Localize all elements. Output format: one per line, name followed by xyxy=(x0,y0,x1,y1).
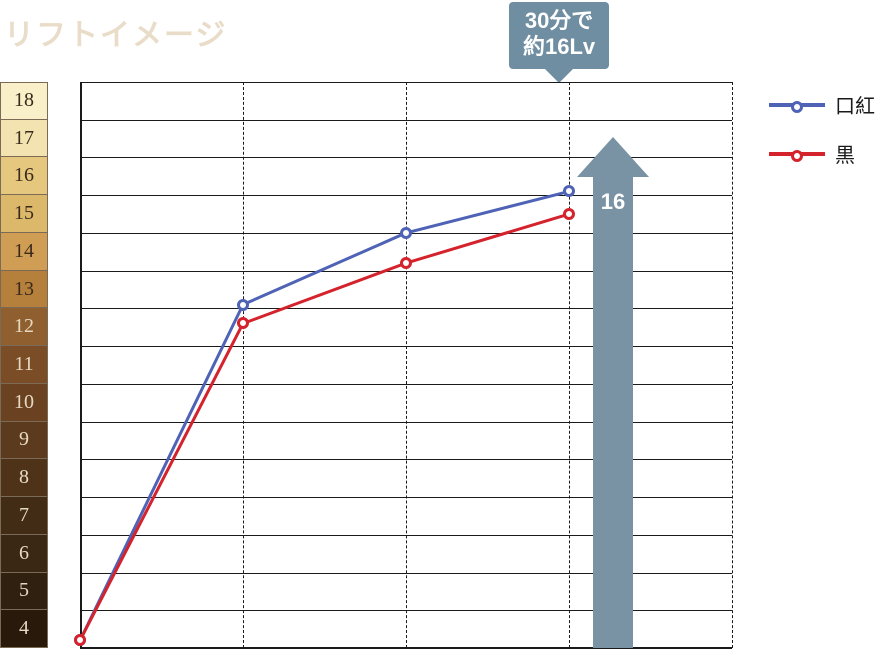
arrow-label: 16 xyxy=(601,189,625,215)
y-swatch: 15 xyxy=(0,195,48,233)
series-point xyxy=(237,317,249,329)
series-point xyxy=(74,634,86,646)
legend-label: 黒 xyxy=(835,139,855,168)
value-arrow: 16 xyxy=(593,137,633,648)
y-swatch: 13 xyxy=(0,271,48,309)
chart-title: リフトイメージ xyxy=(4,10,227,54)
legend-line-icon xyxy=(769,152,825,156)
y-swatch: 6 xyxy=(0,535,48,573)
gridline-v xyxy=(732,82,733,648)
series-point xyxy=(400,227,412,239)
legend-label: 口紅 xyxy=(835,90,875,119)
y-swatch: 17 xyxy=(0,120,48,158)
y-swatch: 5 xyxy=(0,573,48,611)
series-point xyxy=(563,185,575,197)
legend-line-icon xyxy=(769,103,825,107)
legend-item: 口紅 xyxy=(769,90,875,119)
y-swatch: 11 xyxy=(0,346,48,384)
callout-bubble: 30分で 約16Lv xyxy=(509,2,609,69)
legend-marker-icon xyxy=(791,101,803,113)
series-point xyxy=(400,257,412,269)
series-point xyxy=(563,208,575,220)
y-swatch: 10 xyxy=(0,384,48,422)
y-swatch: 4 xyxy=(0,610,48,648)
arrow-stem xyxy=(593,177,633,648)
series-line xyxy=(80,214,569,640)
legend-marker-icon xyxy=(791,150,803,162)
y-swatch: 7 xyxy=(0,497,48,535)
series-line xyxy=(80,191,569,640)
series-point xyxy=(237,299,249,311)
y-swatch: 18 xyxy=(0,82,48,120)
legend: 口紅黒 xyxy=(769,90,875,188)
callout-line2: 約16Lv xyxy=(523,34,595,60)
legend-item: 黒 xyxy=(769,139,875,168)
y-swatch: 14 xyxy=(0,233,48,271)
callout-line1: 30分で xyxy=(523,8,595,34)
y-swatch: 12 xyxy=(0,308,48,346)
y-swatch: 16 xyxy=(0,157,48,195)
arrow-head-icon xyxy=(577,137,649,177)
y-swatch: 8 xyxy=(0,459,48,497)
y-swatch: 9 xyxy=(0,422,48,460)
